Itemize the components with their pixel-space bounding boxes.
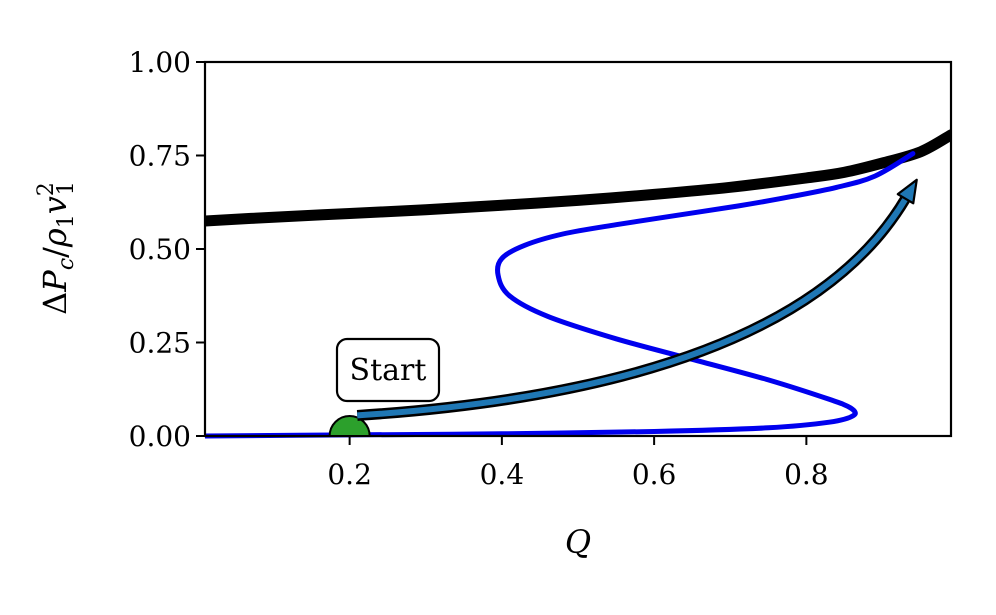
x-tick-label-1: 0.4 bbox=[480, 458, 525, 491]
ticks: 0.2 0.4 0.6 0.8 0.00 0.25 0.50 0.75 1.00 bbox=[129, 46, 829, 491]
series-line-1 bbox=[205, 129, 951, 227]
ylabel-sup-2: 2 bbox=[34, 182, 59, 196]
start-label: Start bbox=[350, 353, 427, 388]
ylabel-v: v bbox=[36, 196, 74, 214]
y-axis-label: ΔPc/ρ1v21 bbox=[34, 181, 79, 315]
ylabel-sub-1a: 1 bbox=[54, 214, 79, 228]
x-tick-label-2: 0.6 bbox=[632, 458, 677, 491]
ylabel-rho: ρ bbox=[36, 228, 74, 248]
x-tick-label-3: 0.8 bbox=[784, 458, 829, 491]
curves bbox=[205, 129, 951, 439]
ylabel-sub-c: c bbox=[54, 258, 79, 270]
axes-frame bbox=[203, 60, 953, 438]
x-tick-label-0: 0.2 bbox=[327, 458, 372, 491]
plot-area bbox=[205, 129, 951, 439]
start-marker bbox=[328, 415, 371, 437]
arrow-shaft bbox=[357, 197, 909, 419]
y-tick-label-0: 0.00 bbox=[129, 420, 191, 453]
ylabel-p: P bbox=[36, 270, 74, 293]
ylabel-delta: Δ bbox=[36, 292, 74, 315]
y-tick-label-3: 0.75 bbox=[129, 140, 191, 173]
y-tick-label-4: 1.00 bbox=[129, 46, 191, 79]
x-axis-label: Q bbox=[565, 523, 591, 561]
y-tick-label-2: 0.50 bbox=[129, 233, 191, 266]
arrow-head bbox=[896, 178, 918, 205]
y-tick-label-1: 0.25 bbox=[129, 327, 191, 360]
start-label-box bbox=[335, 337, 441, 403]
series-line-2 bbox=[205, 151, 916, 439]
ylabel-slash: / bbox=[36, 247, 74, 258]
annotation: Start bbox=[328, 178, 918, 437]
ylabel-sub-1b: 1 bbox=[54, 181, 79, 195]
